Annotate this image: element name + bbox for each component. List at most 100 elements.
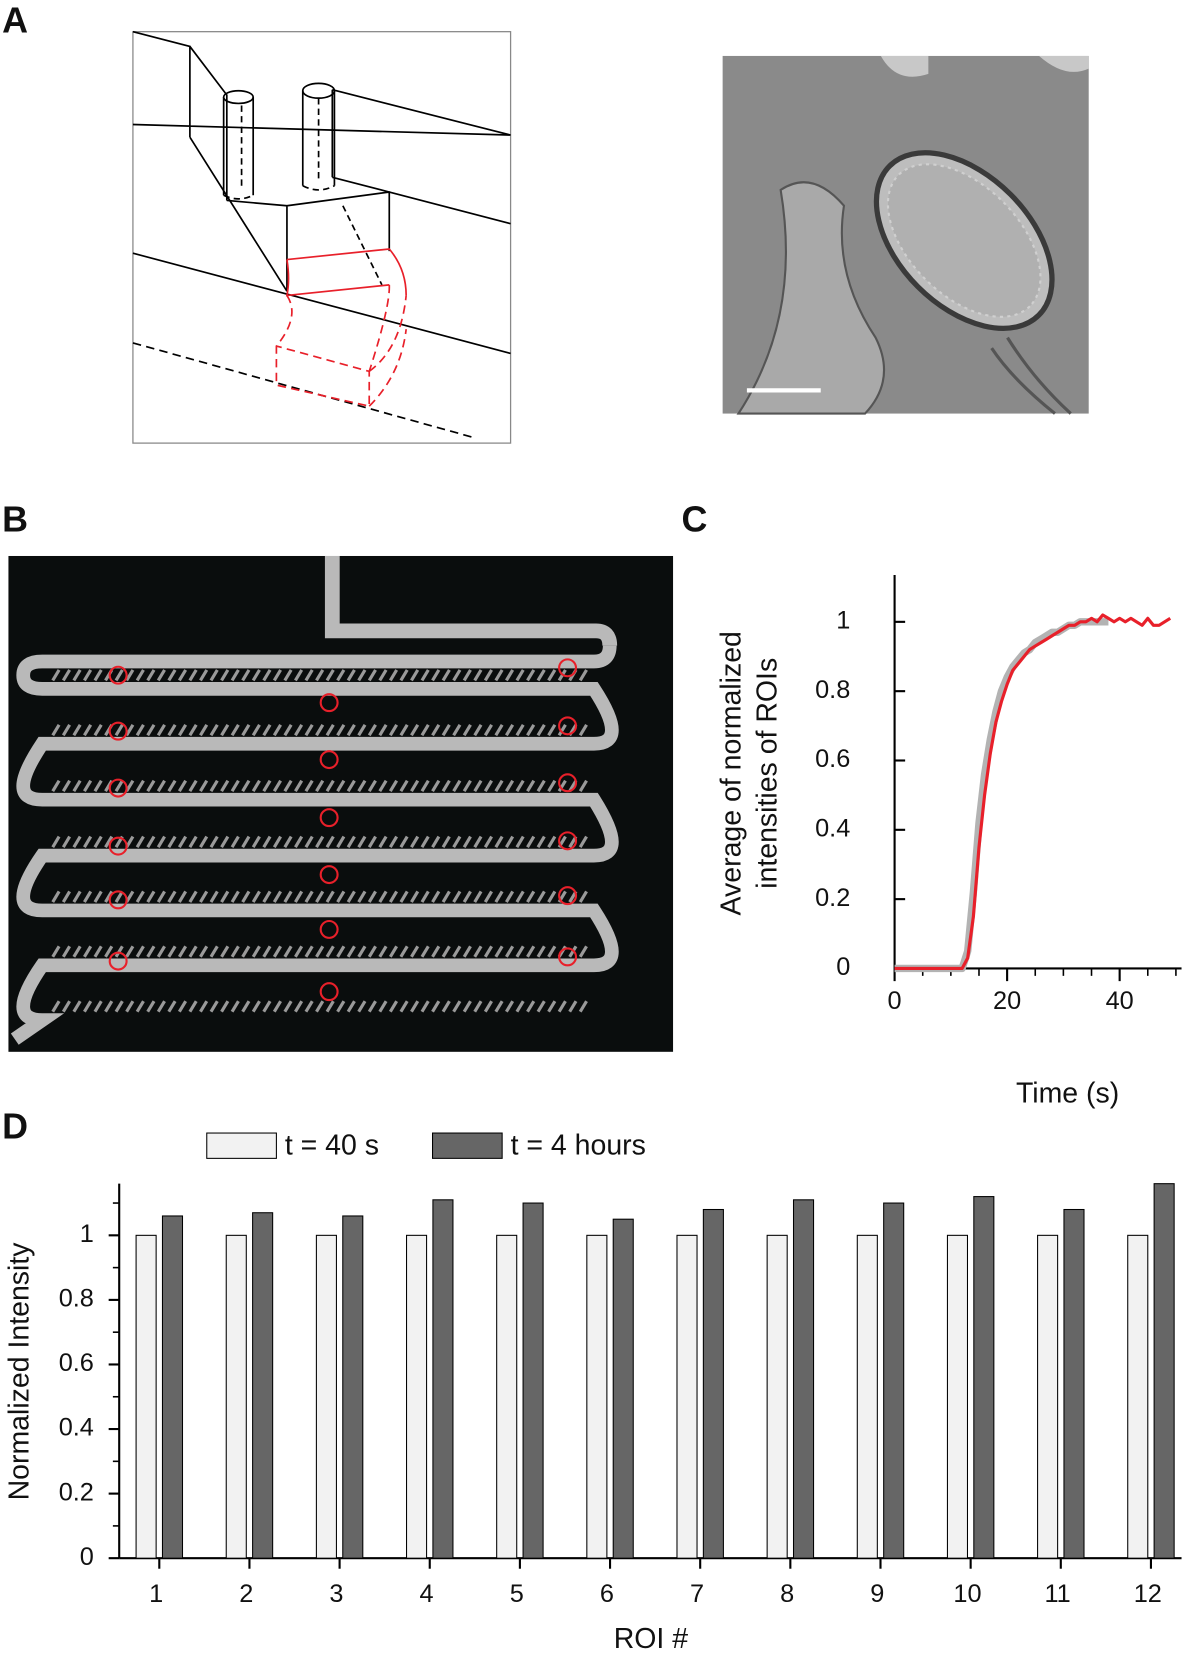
trap [441, 1000, 451, 1013]
roi-marker [108, 778, 128, 798]
trap [452, 669, 462, 682]
trap [93, 890, 103, 903]
trap [483, 1000, 493, 1013]
trap [357, 1000, 367, 1013]
trap [505, 669, 515, 682]
trap [72, 779, 82, 793]
trap [114, 779, 124, 793]
device-image [8, 555, 674, 1052]
trap [315, 779, 325, 793]
roi-marker [319, 750, 339, 770]
trap [125, 723, 135, 737]
trap [230, 835, 240, 848]
trap [51, 1000, 61, 1013]
trap [410, 723, 420, 737]
trap [93, 835, 103, 848]
trap [251, 1000, 261, 1013]
trap [72, 945, 82, 958]
trap [241, 1000, 251, 1013]
trap [420, 835, 430, 848]
x-tick-label: 6 [600, 1580, 614, 1608]
trap [441, 835, 451, 848]
trap [220, 835, 230, 848]
trap [125, 890, 135, 903]
trap [515, 835, 525, 848]
trap [473, 835, 483, 848]
trap [146, 945, 156, 958]
trap [199, 669, 209, 682]
micrograph [722, 55, 1089, 415]
trap [177, 890, 188, 903]
trap [146, 779, 156, 793]
trap [114, 1000, 124, 1013]
trap [199, 945, 209, 958]
trap [315, 945, 325, 958]
trap [536, 723, 546, 737]
trap [346, 779, 356, 793]
trap [283, 1000, 293, 1013]
trap [388, 1000, 399, 1013]
trap [167, 1000, 177, 1013]
trap [83, 779, 93, 793]
trap [367, 835, 377, 848]
trap [557, 1000, 567, 1013]
trap [199, 723, 209, 737]
trap [483, 779, 493, 793]
trap [410, 945, 420, 958]
trap [346, 835, 356, 848]
legend-swatch [432, 1132, 503, 1159]
trap [515, 1000, 525, 1013]
roi-marker [558, 773, 578, 793]
trap [431, 779, 441, 793]
y-axis-title: Average of normalized [716, 631, 748, 915]
trap [526, 835, 536, 848]
trap [325, 835, 335, 848]
trap [272, 890, 282, 903]
bar [702, 1208, 724, 1559]
trap [325, 890, 335, 903]
trap [135, 669, 145, 682]
trap [452, 779, 462, 793]
trap [494, 1000, 504, 1013]
trap [547, 890, 557, 903]
trap [378, 779, 388, 793]
trap [388, 890, 399, 903]
trap [220, 779, 230, 793]
trap [230, 1000, 240, 1013]
trap [346, 945, 356, 958]
trap [188, 669, 198, 682]
trap [167, 835, 177, 848]
trap [188, 1000, 198, 1013]
trap [304, 669, 314, 682]
trap [304, 1000, 314, 1013]
trap [494, 669, 504, 682]
trap [578, 945, 588, 958]
roi-marker [108, 836, 128, 856]
bar [676, 1234, 698, 1559]
trap [494, 945, 504, 958]
trap [336, 1000, 346, 1013]
trap [146, 890, 156, 903]
legend-swatch [206, 1132, 277, 1159]
trap [441, 779, 451, 793]
trap [367, 779, 377, 793]
trap [125, 1000, 135, 1013]
y-tick-label: 0.6 [59, 1349, 94, 1377]
trap [241, 779, 251, 793]
trap [262, 945, 272, 958]
trap [51, 835, 61, 848]
y-axis-title: intensities of ROIs [752, 658, 784, 889]
trap [241, 835, 251, 848]
trap [505, 890, 515, 903]
trap [462, 723, 472, 737]
trap [367, 1000, 377, 1013]
x-axis-title: ROI # [614, 1623, 689, 1655]
x-tick-label: 11 [1044, 1580, 1070, 1608]
trap [209, 945, 219, 958]
trap [431, 835, 441, 848]
bar [225, 1234, 247, 1559]
trap [304, 723, 314, 737]
trap [473, 1000, 483, 1013]
panel-label: A [2, 1, 28, 41]
